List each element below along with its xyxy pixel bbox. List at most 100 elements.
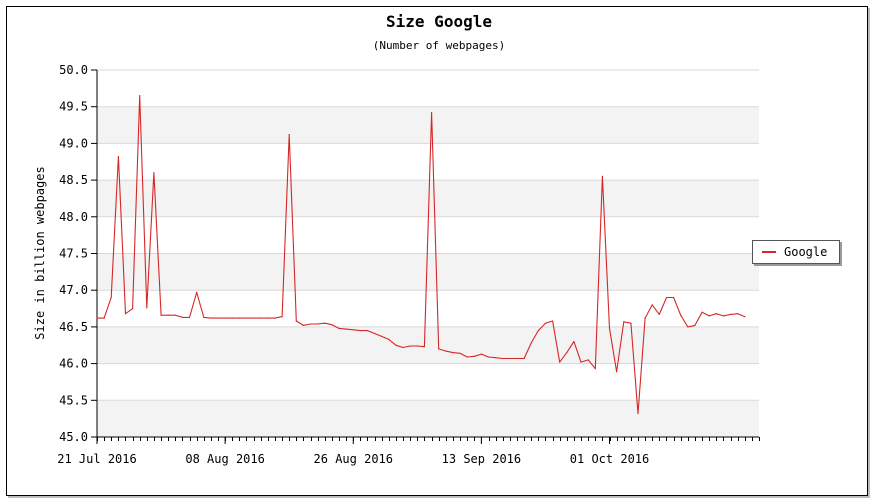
data-point bbox=[345, 328, 347, 330]
data-point bbox=[153, 172, 155, 174]
data-point bbox=[402, 346, 404, 349]
data-point bbox=[188, 316, 191, 318]
data-point bbox=[309, 323, 312, 325]
data-point bbox=[281, 316, 283, 318]
data-point bbox=[687, 326, 689, 328]
data-point bbox=[338, 327, 340, 329]
data-point bbox=[708, 315, 710, 317]
data-point bbox=[416, 345, 418, 347]
y-tick-label: 48.0 bbox=[59, 210, 88, 224]
y-axis-label: Size in billion webpages bbox=[33, 166, 47, 339]
data-point bbox=[160, 314, 162, 316]
data-point bbox=[715, 313, 717, 315]
y-tick-label: 46.0 bbox=[59, 357, 88, 371]
data-point bbox=[552, 320, 554, 322]
y-tick-label: 45.0 bbox=[59, 430, 88, 444]
data-point bbox=[729, 313, 732, 315]
data-point bbox=[623, 321, 625, 323]
data-point bbox=[644, 317, 646, 319]
y-tick-label: 47.0 bbox=[59, 283, 88, 297]
data-point bbox=[267, 317, 269, 319]
data-point bbox=[573, 341, 575, 343]
grid-band bbox=[97, 180, 759, 217]
series-line-google bbox=[97, 95, 746, 415]
y-tick-label: 47.5 bbox=[59, 247, 88, 261]
data-point bbox=[701, 311, 703, 313]
data-point bbox=[231, 317, 233, 319]
data-point bbox=[630, 322, 632, 324]
data-point bbox=[637, 412, 639, 415]
data-point bbox=[245, 317, 248, 319]
grid-band bbox=[97, 400, 759, 437]
data-point bbox=[423, 346, 425, 348]
legend: Google bbox=[752, 240, 840, 264]
y-tick-label: 45.5 bbox=[59, 393, 88, 407]
data-point bbox=[132, 308, 134, 310]
data-point bbox=[196, 291, 198, 293]
data-point bbox=[253, 317, 255, 319]
data-point bbox=[594, 368, 596, 370]
data-point bbox=[324, 322, 326, 324]
data-point bbox=[210, 317, 212, 319]
data-point bbox=[480, 353, 482, 355]
x-tick-label: 21 Jul 2016 bbox=[57, 452, 136, 466]
data-point bbox=[651, 304, 653, 306]
data-point bbox=[146, 307, 148, 309]
x-axis-ticks: 21 Jul 2016 08 Aug 2016 26 Aug 2016 13 Sep … bbox=[57, 437, 760, 466]
data-point bbox=[665, 296, 668, 299]
y-tick-label: 46.5 bbox=[59, 320, 88, 334]
y-tick-label: 49.0 bbox=[59, 136, 88, 150]
data-point bbox=[331, 324, 333, 326]
data-point bbox=[566, 352, 568, 354]
data-point bbox=[523, 357, 525, 360]
data-point bbox=[502, 357, 504, 360]
data-point bbox=[473, 355, 475, 357]
data-point bbox=[438, 348, 440, 350]
data-point bbox=[352, 329, 354, 331]
data-point bbox=[722, 315, 725, 317]
data-point bbox=[381, 335, 383, 337]
data-point bbox=[744, 316, 746, 318]
data-point bbox=[431, 112, 433, 114]
data-point bbox=[459, 352, 461, 354]
data-point bbox=[559, 361, 561, 363]
data-point bbox=[181, 316, 183, 318]
data-point bbox=[317, 323, 319, 325]
data-point bbox=[466, 356, 468, 358]
data-point bbox=[124, 313, 127, 315]
data-point bbox=[174, 314, 176, 316]
data-point bbox=[445, 350, 447, 352]
data-point bbox=[388, 338, 390, 340]
data-point bbox=[580, 361, 582, 363]
data-point bbox=[203, 316, 205, 318]
y-tick-label: 50.0 bbox=[59, 63, 88, 77]
chart-title: Size Google bbox=[386, 12, 492, 31]
data-point bbox=[694, 324, 696, 326]
data-point bbox=[537, 330, 539, 332]
x-tick-label: 08 Aug 2016 bbox=[185, 452, 264, 466]
data-point bbox=[167, 314, 169, 316]
data-point bbox=[487, 356, 490, 358]
data-point bbox=[366, 330, 369, 332]
grid-band bbox=[97, 326, 759, 364]
data-point bbox=[302, 324, 304, 326]
data-point bbox=[737, 313, 739, 315]
data-point bbox=[395, 344, 397, 346]
data-point bbox=[509, 357, 511, 360]
legend-swatch bbox=[762, 251, 776, 253]
data-point bbox=[238, 317, 240, 319]
data-point bbox=[103, 317, 105, 319]
data-point bbox=[601, 175, 604, 177]
series-lines bbox=[96, 95, 746, 415]
data-point bbox=[608, 327, 611, 329]
data-point bbox=[587, 359, 589, 361]
data-point bbox=[288, 134, 290, 136]
data-point bbox=[452, 352, 454, 354]
x-tick-label: 13 Sep 2016 bbox=[442, 452, 521, 466]
data-point bbox=[680, 314, 682, 316]
y-axis-ticks: 45.0 45.5 46.0 46.5 47.0 47.5 48.0 48.5 49.0 49.5… bbox=[59, 63, 97, 444]
grid-band bbox=[97, 253, 759, 291]
data-point bbox=[260, 317, 262, 319]
data-point bbox=[274, 317, 276, 319]
